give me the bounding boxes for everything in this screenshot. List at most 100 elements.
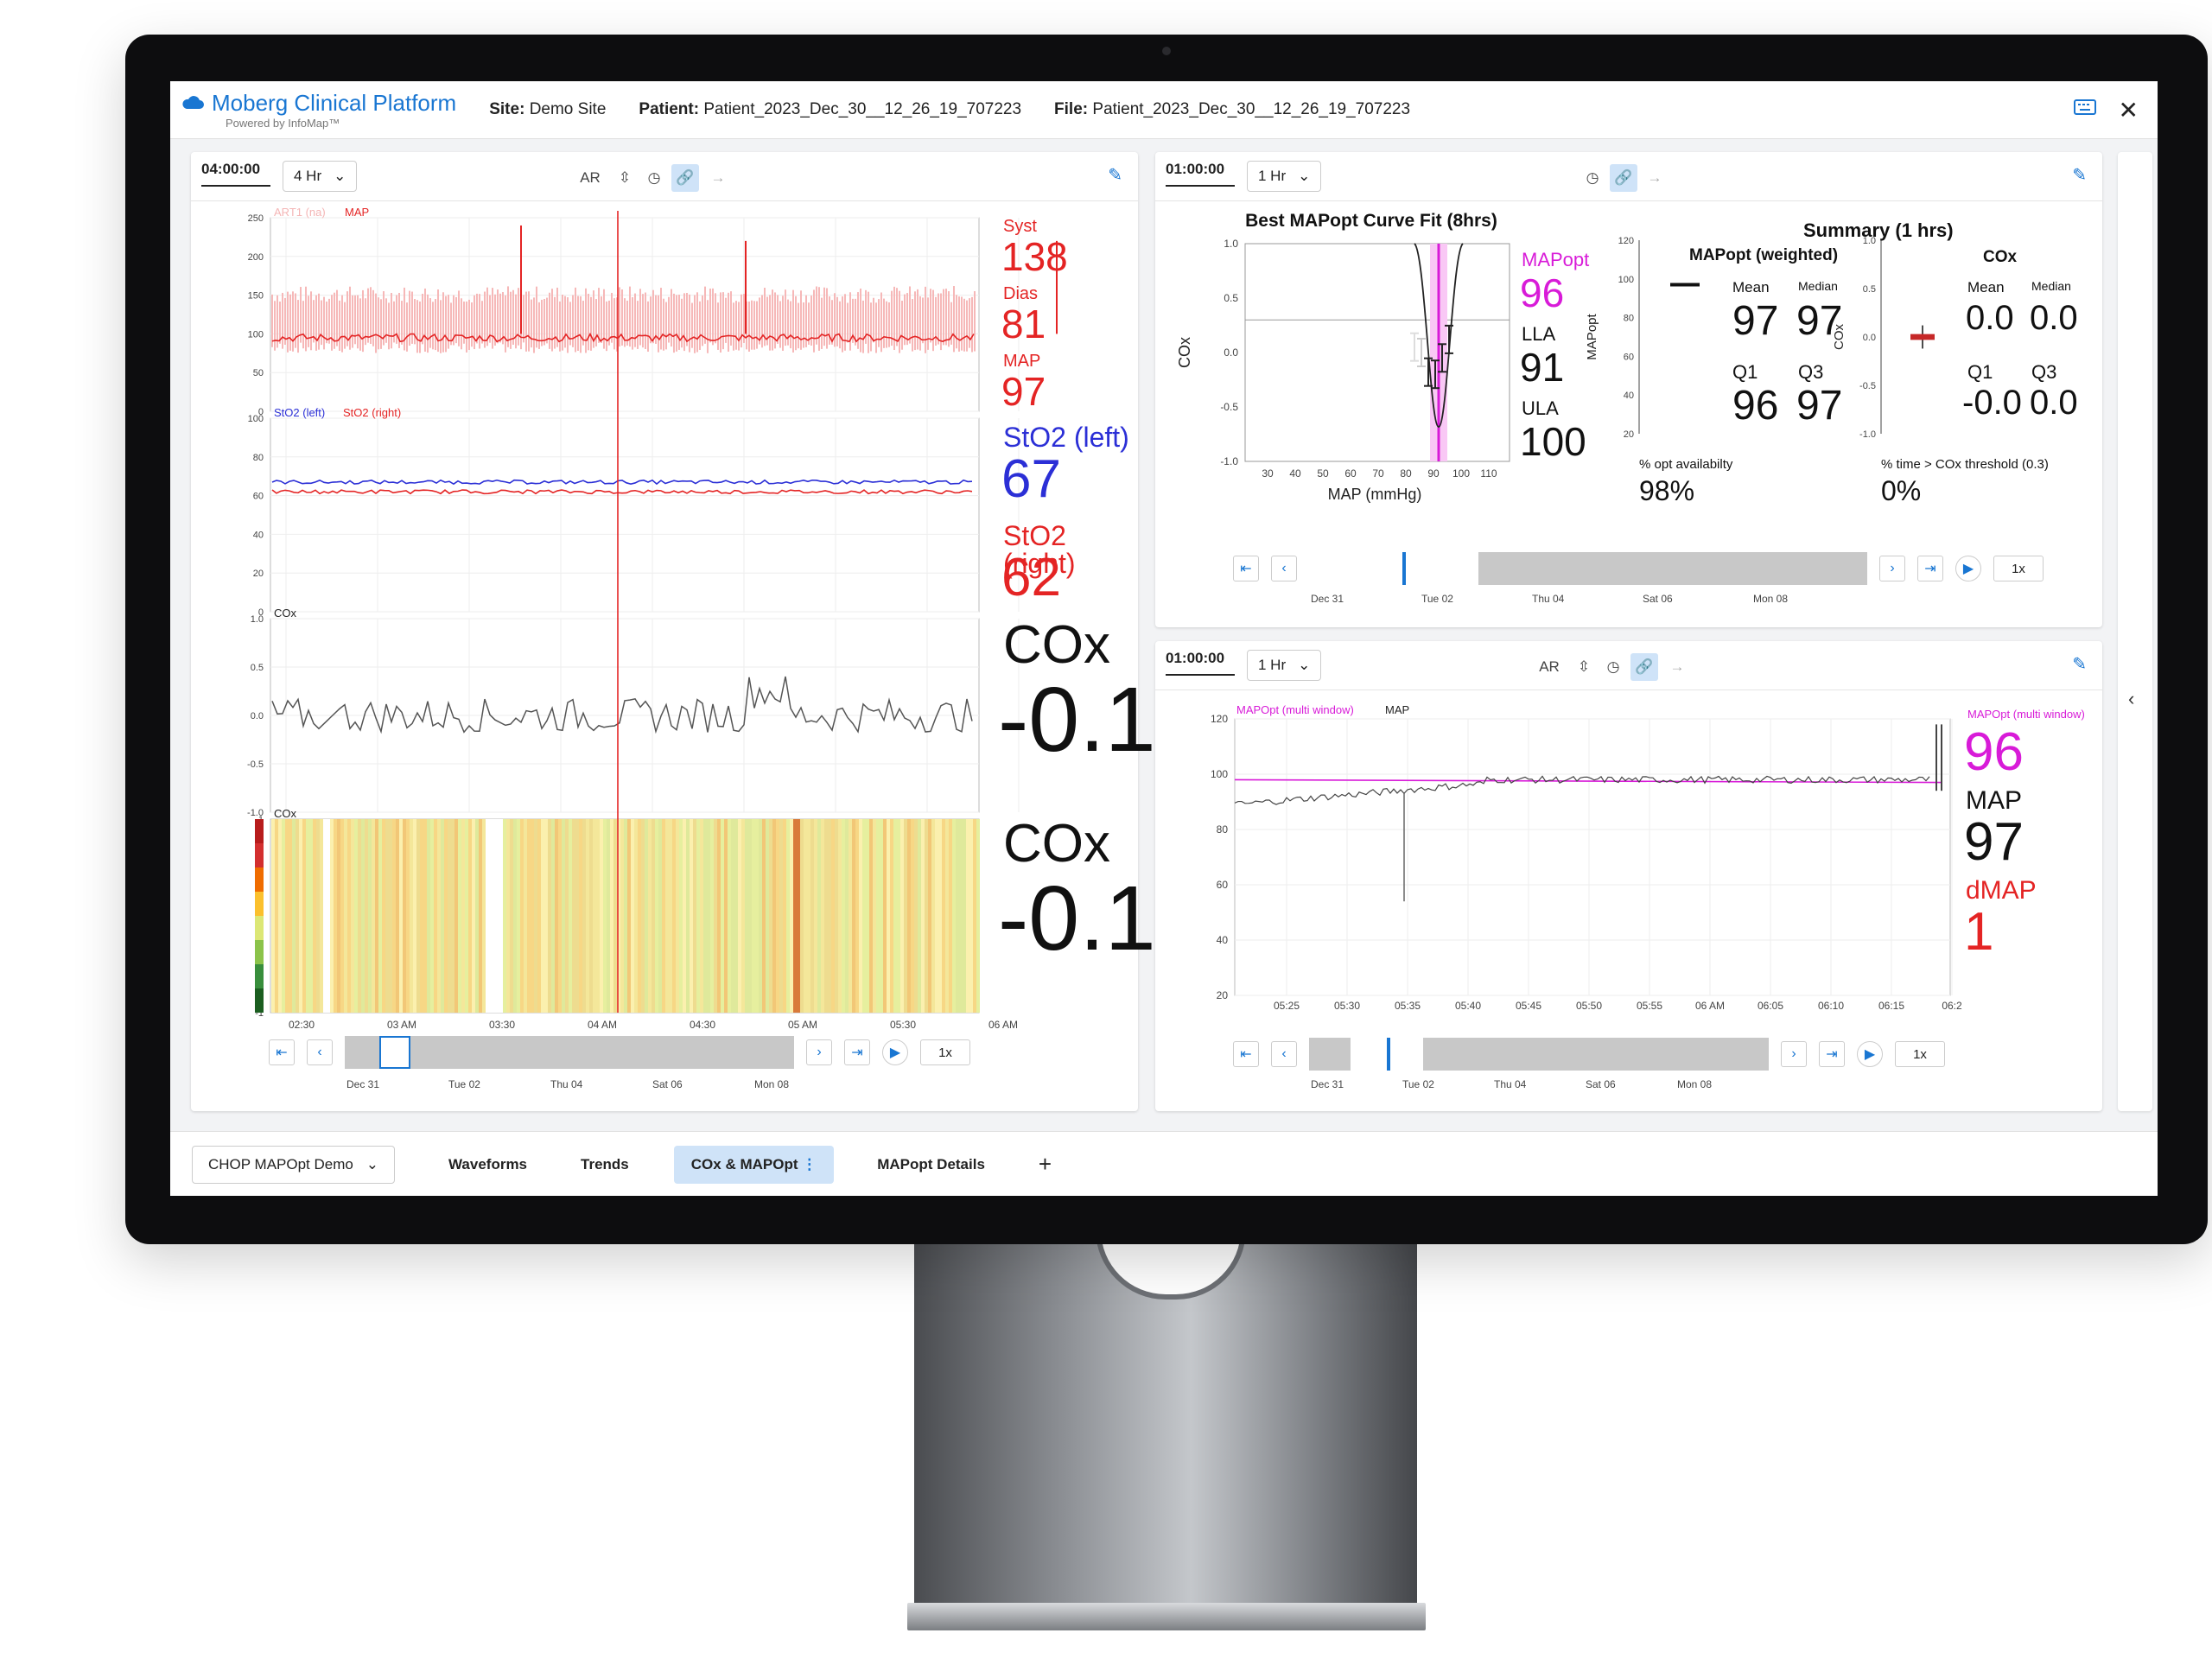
window-select[interactable]: 1 Hr ⌄	[1247, 161, 1322, 192]
mapopt-multi-value: 96	[1964, 722, 2024, 782]
rate-select[interactable]: 1x	[920, 1039, 970, 1065]
mapopt-trace	[1234, 778, 1942, 784]
play-icon[interactable]: ▶	[1955, 556, 1981, 581]
heatmap-cell	[555, 819, 558, 1013]
link-icon[interactable]: 🔗	[671, 164, 699, 192]
skip-end-icon[interactable]: ⇥	[1819, 1041, 1845, 1067]
chevron-right-icon[interactable]: ›	[1879, 556, 1905, 581]
skip-start-icon[interactable]: ⇤	[1233, 556, 1259, 581]
heatmap-cell	[423, 819, 427, 1013]
y-tick-label: 80	[253, 453, 264, 463]
close-icon[interactable]: ✕	[2118, 96, 2139, 124]
sto2-left-value: 67	[1001, 449, 1061, 509]
heatmap-cell	[506, 819, 510, 1013]
heatmap-cell	[783, 819, 786, 1013]
clock-icon[interactable]: ◷	[1586, 169, 1599, 186]
x-tick-label: 05:25	[1274, 1000, 1300, 1012]
heatmap-cell	[776, 819, 779, 1013]
y-tick-label: 0.0	[251, 711, 264, 721]
chevron-right-icon[interactable]: ›	[1781, 1041, 1807, 1067]
chevron-left-icon[interactable]: ‹	[1271, 1041, 1297, 1067]
heatmap-cell	[396, 819, 399, 1013]
side-panel-toggle[interactable]: ‹	[2118, 152, 2152, 1111]
clock-icon[interactable]: ◷	[1606, 658, 1620, 675]
timeline-scrubber[interactable]	[1309, 552, 1867, 585]
weighted-y-label: MAPopt	[1585, 313, 1599, 359]
edit-icon[interactable]: ✎	[1108, 166, 1122, 185]
ar-button[interactable]: AR	[1539, 658, 1560, 675]
heatmap-cell	[959, 819, 963, 1013]
file-info: File: Patient_2023_Dec_30__12_26_19_7072…	[1054, 100, 1411, 118]
x-tick-label: 05:40	[1455, 1000, 1481, 1012]
timeline-date-label: Tue 02	[1421, 593, 1453, 605]
trends-panel: 04:00:00 4 Hr ⌄ AR ⇳ ◷ 🔗 → ✎ 250 200 150 100…	[191, 152, 1156, 1111]
link-icon[interactable]: 🔗	[1630, 653, 1658, 681]
y-tick-label: 0.0	[1224, 346, 1238, 359]
w-mean-label: Mean	[1732, 279, 1770, 296]
heatmap-cell	[814, 819, 817, 1013]
cox-summary-title: COx	[1983, 248, 2018, 266]
tab-cox-mapopt[interactable]: COx & MAPOpt ⋮	[673, 1145, 835, 1184]
tab-waveforms[interactable]: Waveforms	[448, 1155, 528, 1172]
chevron-left-icon[interactable]: ‹	[1271, 556, 1297, 581]
heatmap-cell	[862, 819, 866, 1013]
tab-mapopt-details[interactable]: MAPopt Details	[877, 1155, 985, 1172]
heatmap-cell	[309, 819, 313, 1013]
window-select[interactable]: 1 Hr ⌄	[1247, 650, 1322, 681]
rate-select[interactable]: 1x	[1895, 1041, 1945, 1067]
heatmap-cell	[596, 819, 600, 1013]
play-icon[interactable]: ▶	[882, 1039, 908, 1065]
skip-start-icon[interactable]: ⇤	[269, 1039, 295, 1065]
chevron-right-icon[interactable]: ›	[806, 1039, 832, 1065]
plot-area	[270, 417, 980, 613]
timeline-date-label: Thu 04	[1532, 593, 1565, 605]
heatmap-cell	[296, 819, 299, 1013]
timeline-handle[interactable]	[1387, 1038, 1390, 1071]
timeline-handle[interactable]	[1402, 552, 1406, 585]
edit-icon[interactable]: ✎	[2072, 166, 2087, 185]
y-tick-label: 0.5	[1224, 292, 1238, 304]
skip-end-icon[interactable]: ⇥	[844, 1039, 870, 1065]
arrow-right-icon[interactable]: →	[1669, 658, 1685, 675]
mapopt-trend-toolbar: 01:00:00 1 Hr ⌄ AR ⇳ ◷ 🔗 → ✎	[1155, 641, 2102, 690]
collapse-icon[interactable]: ⇳	[618, 169, 632, 186]
ar-button[interactable]: AR	[580, 169, 601, 186]
heatmap-cell	[499, 819, 503, 1013]
collapse-icon[interactable]: ⇳	[1577, 658, 1591, 675]
timeline-scrubber[interactable]	[345, 1036, 794, 1069]
add-tab-button[interactable]: +	[1038, 1151, 1052, 1177]
window-select[interactable]: 4 Hr ⌄	[283, 161, 358, 192]
tab-trends[interactable]: Trends	[581, 1155, 629, 1172]
heatmap-cell	[375, 819, 378, 1013]
heatmap-cell	[520, 819, 524, 1013]
skip-start-icon[interactable]: ⇤	[1233, 1041, 1259, 1067]
chevron-left-icon[interactable]: ‹	[307, 1039, 333, 1065]
heatmap-cell	[344, 819, 347, 1013]
heatmap-cell	[413, 819, 416, 1013]
x-tick-label: 05 AM	[788, 1019, 817, 1031]
heatmap-cell	[313, 819, 316, 1013]
y-tick-label: 0.0	[1863, 333, 1876, 343]
keyboard-icon[interactable]	[2073, 99, 2096, 121]
heatmap-cell	[472, 819, 475, 1013]
heatmap-cell	[748, 819, 752, 1013]
arrow-right-icon[interactable]: →	[710, 169, 726, 186]
heatmap-cell	[278, 819, 282, 1013]
timeline-handle[interactable]	[379, 1036, 410, 1069]
skip-end-icon[interactable]: ⇥	[1917, 556, 1943, 581]
link-icon[interactable]: 🔗	[1610, 164, 1637, 192]
heatmap-cell	[347, 819, 351, 1013]
heatmap-cell	[842, 819, 845, 1013]
edit-icon[interactable]: ✎	[2072, 655, 2087, 674]
clock-icon[interactable]: ◷	[647, 169, 661, 186]
w-q1-label: Q1	[1732, 361, 1758, 383]
heatmap-cell	[610, 819, 613, 1013]
timeline-scrubber[interactable]	[1309, 1038, 1769, 1071]
heatmap-cell	[766, 819, 769, 1013]
workspace-select[interactable]: CHOP MAPOpt Demo ⌄	[192, 1145, 395, 1184]
arrow-right-icon[interactable]: →	[1647, 169, 1662, 186]
rate-select[interactable]: 1x	[1993, 556, 2044, 581]
legend-map: MAP	[345, 206, 369, 219]
play-icon[interactable]: ▶	[1857, 1041, 1883, 1067]
cox-heatmap-value: -0.1	[998, 867, 1156, 969]
